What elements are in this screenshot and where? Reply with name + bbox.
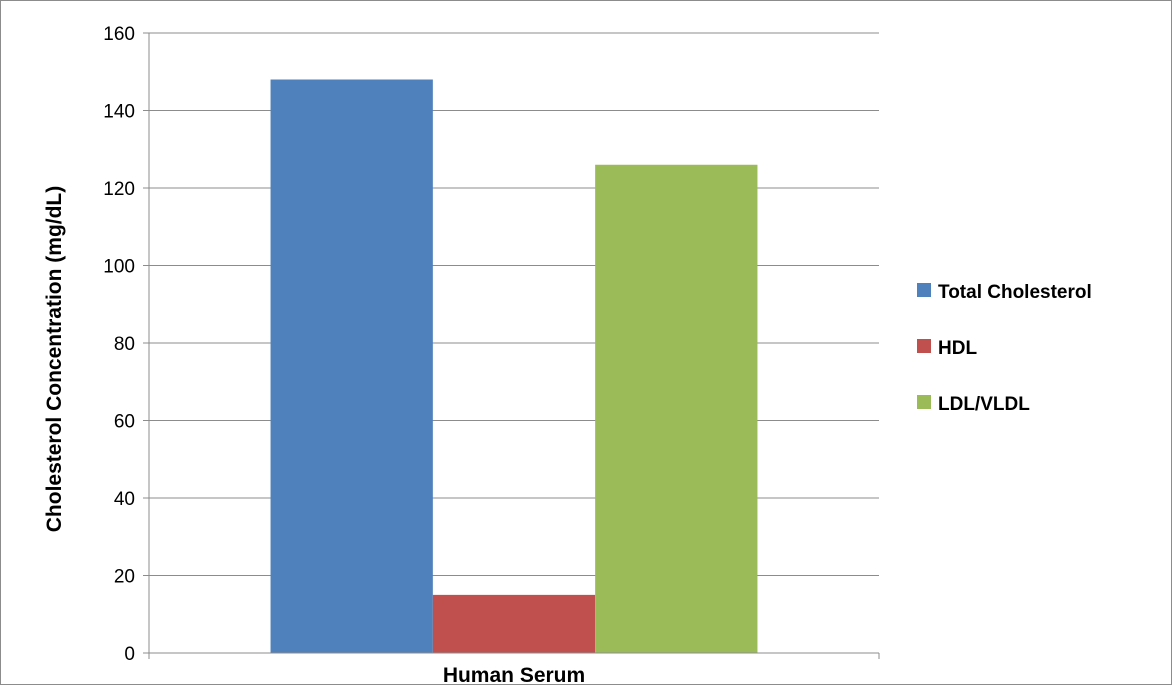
x-axis-title: Human Serum [443, 664, 585, 684]
y-tick-label: 20 [114, 567, 135, 588]
y-tick-label: 60 [114, 412, 135, 433]
y-tick-label: 100 [103, 257, 135, 278]
y-tick-label: 160 [103, 24, 135, 45]
bar-ldl-vldl [595, 164, 758, 653]
bars [270, 79, 758, 653]
y-tick-label: 120 [103, 179, 135, 200]
legend-swatch-hdl [917, 339, 931, 353]
y-tick-label: 80 [114, 334, 135, 355]
y-tick-label: 140 [103, 102, 135, 123]
legend: Total Cholesterol HDL LDL/VLDL [917, 282, 1092, 415]
y-axis-title: Cholesterol Concentration (mg/dL) [43, 186, 66, 533]
y-tick-label: 40 [114, 489, 135, 510]
bar-total-cholesterol [270, 79, 433, 653]
legend-swatch-total-cholesterol [917, 283, 931, 297]
bar-hdl [432, 594, 596, 653]
legend-label-hdl: HDL [938, 338, 977, 359]
axes [148, 33, 880, 659]
legend-label-total-cholesterol: Total Cholesterol [938, 282, 1092, 303]
legend-swatch-ldl-vldl [917, 395, 931, 409]
y-tick-labels: 0 20 40 60 80 100 120 140 160 [103, 24, 149, 665]
legend-label-ldl-vldl: LDL/VLDL [938, 394, 1030, 415]
y-tick-label: 0 [124, 644, 135, 665]
gridlines [149, 32, 879, 576]
